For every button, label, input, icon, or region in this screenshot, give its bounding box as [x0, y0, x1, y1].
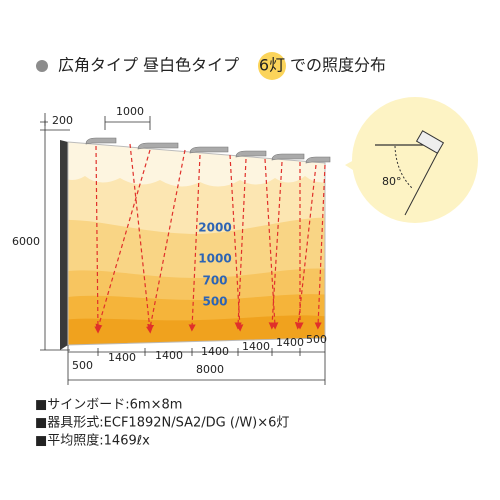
lamps — [85, 137, 331, 164]
contour-label: 700 — [202, 274, 227, 288]
angle-label: 80° — [382, 175, 402, 188]
highlight-bg — [258, 52, 286, 80]
dim-label: 1400 — [201, 345, 229, 358]
dim-label: 200 — [52, 114, 73, 127]
title-highlight: 6灯 — [259, 56, 285, 75]
dim-label: 1400 — [242, 340, 270, 353]
title: 広角タイプ 昼白色タイプ — [58, 56, 239, 75]
callout — [352, 97, 478, 223]
dim-label: 500 — [72, 359, 93, 372]
spec: ■平均照度:1469ℓx — [35, 433, 150, 449]
dim-label: 1400 — [155, 349, 183, 362]
contour-label: 2000 — [198, 221, 231, 235]
dim-label: 500 — [306, 333, 327, 346]
dim-label: 1000 — [116, 105, 144, 118]
dim-label: 8000 — [196, 363, 224, 376]
spec: ■器具形式:ECF1892N/SA2/DG (/W)×6灯 — [35, 416, 289, 431]
light-directions — [94, 143, 326, 334]
illuminance-map — [68, 142, 325, 345]
board-edge — [60, 140, 68, 350]
title: での照度分布 — [290, 56, 386, 75]
contour-label: 1000 — [198, 252, 231, 266]
dim-label: 6000 — [12, 235, 40, 248]
spec: ■サインボード:6m×8m — [35, 398, 182, 413]
bullet — [36, 60, 48, 72]
dim-label: 1400 — [108, 351, 136, 364]
contour-label: 500 — [202, 295, 227, 309]
dim-label: 1400 — [276, 336, 304, 349]
